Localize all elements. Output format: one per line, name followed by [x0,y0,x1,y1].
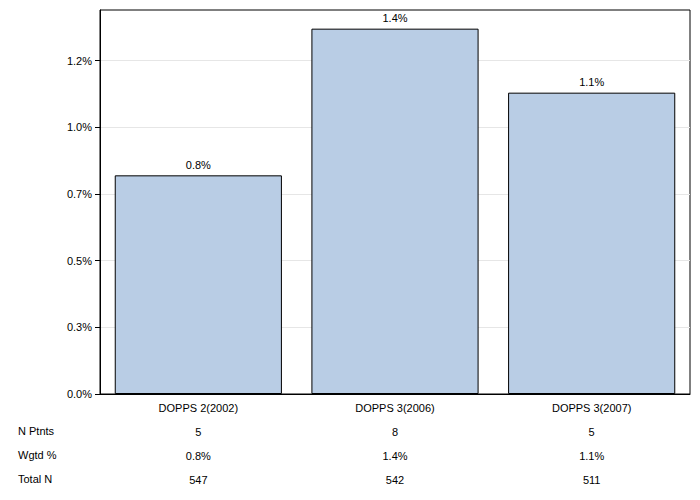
svg-text:547: 547 [189,474,207,486]
svg-text:1.0%: 1.0% [67,121,92,133]
svg-text:0.0%: 0.0% [67,388,92,400]
svg-text:5: 5 [195,426,201,438]
svg-text:5: 5 [589,426,595,438]
svg-text:1.2%: 1.2% [67,55,92,67]
svg-text:DOPPS 3(2007): DOPPS 3(2007) [552,402,631,414]
svg-text:1.4%: 1.4% [382,450,407,462]
svg-text:0.3%: 0.3% [67,321,92,333]
svg-text:DOPPS 2(2002): DOPPS 2(2002) [159,402,238,414]
svg-text:0.5%: 0.5% [67,255,92,267]
svg-text:1.4%: 1.4% [382,12,407,24]
svg-text:Wgtd %: Wgtd % [18,449,57,461]
svg-text:1.1%: 1.1% [579,450,604,462]
svg-text:0.7%: 0.7% [67,188,92,200]
svg-text:0.8%: 0.8% [186,159,211,171]
svg-text:DOPPS 3(2006): DOPPS 3(2006) [355,402,434,414]
svg-text:1.1%: 1.1% [579,76,604,88]
svg-text:542: 542 [386,474,404,486]
svg-text:N Ptnts: N Ptnts [18,425,55,437]
svg-text:Total N: Total N [18,473,52,485]
svg-text:8: 8 [392,426,398,438]
svg-text:0.8%: 0.8% [186,450,211,462]
svg-text:511: 511 [583,474,601,486]
